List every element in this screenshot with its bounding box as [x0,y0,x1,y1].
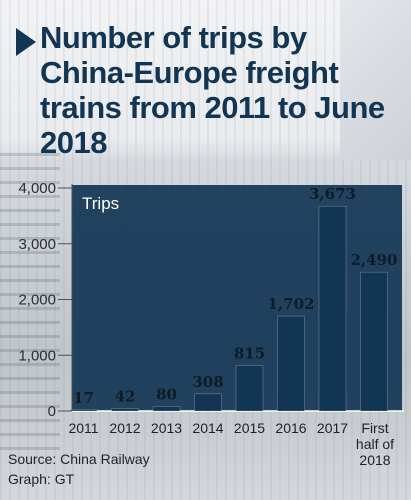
y-tick-label: 0 [48,403,56,420]
source-note: Source: China Railway [8,451,150,467]
bar [277,315,305,412]
x-tick-label: 2011 [68,420,98,436]
x-tick-label: 2016 [275,420,306,436]
bar [111,408,139,412]
data-label: 3,673 [309,185,356,203]
x-tick-label: 2013 [151,420,182,436]
data-label: 815 [234,345,265,363]
y-tick-label: 4,000 [18,180,56,197]
data-label: 80 [156,386,177,404]
x-tick-label: 2017 [317,420,348,436]
data-label: 308 [192,373,223,391]
data-label: 42 [115,388,136,406]
graph-credit: Graph: GT [8,471,75,487]
data-label: 2,490 [351,251,398,269]
x-tick-label: 2018 [359,452,390,468]
background-container-corner [340,0,411,160]
y-tick-label: 3,000 [18,236,56,253]
bar [152,406,181,412]
x-tick-label: half of [356,436,394,452]
background-container-stack [0,150,60,450]
x-tick-label: 2015 [234,420,265,436]
x-tick-label: 2014 [192,420,223,436]
chart-title: Number of trips by China-Europe freight … [40,20,385,160]
bar [194,393,222,412]
series-label: Trips [82,194,119,213]
y-tick-label: 2,000 [18,292,56,309]
bar [318,205,347,412]
bar [360,271,388,412]
x-tick-label: 2012 [109,420,140,436]
title-block: Number of trips by China-Europe freight … [10,20,405,160]
bar [69,409,98,412]
y-tick-label: 1,000 [18,347,56,364]
bar [235,365,264,412]
x-tick-label: First [361,420,388,436]
data-label: 1,702 [268,295,315,313]
title-arrow-icon [16,28,36,56]
data-label: 17 [73,389,94,407]
